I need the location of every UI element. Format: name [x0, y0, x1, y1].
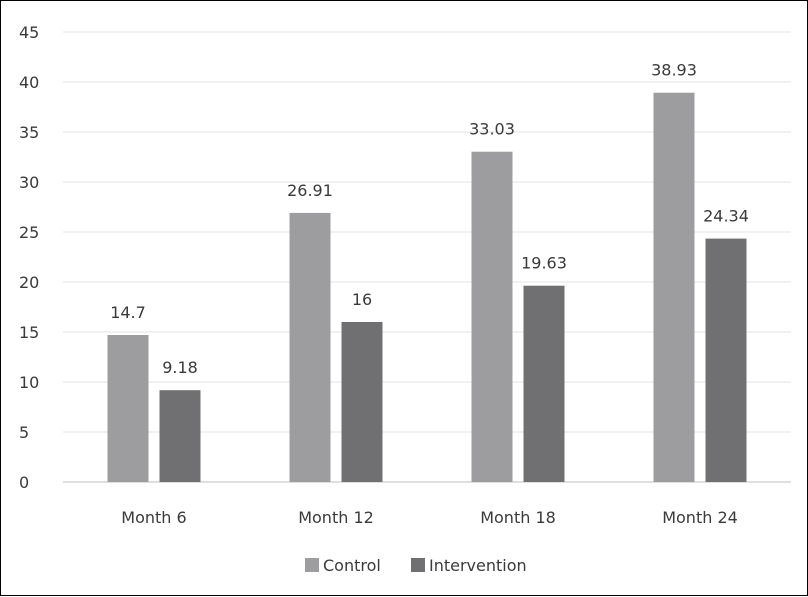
legend-label-intervention: Intervention — [429, 556, 527, 575]
y-tick-label: 5 — [19, 423, 29, 442]
y-tick-label: 40 — [19, 73, 39, 92]
bar-control-month-18 — [471, 151, 513, 482]
x-tick-label: Month 12 — [298, 508, 374, 527]
bar-control-month-12 — [289, 212, 331, 482]
bar-control-month-6 — [107, 335, 149, 482]
legend: Control Intervention — [305, 556, 527, 575]
y-tick-label: 35 — [19, 123, 39, 142]
bar-intervention-month-6 — [159, 390, 201, 482]
bars — [107, 92, 747, 482]
legend-label-control: Control — [323, 556, 381, 575]
data-label: 14.7 — [110, 303, 146, 322]
data-label: 24.34 — [703, 207, 749, 226]
x-tick-label: Month 6 — [121, 508, 186, 527]
bar-intervention-month-18 — [523, 285, 565, 482]
y-tick-label: 45 — [19, 23, 39, 42]
data-label: 9.18 — [162, 358, 198, 377]
bar-intervention-month-12 — [341, 322, 383, 482]
x-tick-label: Month 18 — [480, 508, 556, 527]
legend-swatch-intervention — [411, 558, 425, 572]
data-labels: 14.7 9.18 26.91 16 33.03 19.63 38.93 24.34 — [110, 61, 749, 378]
y-tick-label: 0 — [19, 473, 29, 492]
y-tick-label: 10 — [19, 373, 39, 392]
bar-control-month-24 — [653, 92, 695, 482]
data-label: 33.03 — [469, 120, 515, 139]
data-label: 16 — [352, 290, 372, 309]
data-label: 26.91 — [287, 181, 333, 200]
bar-intervention-month-24 — [705, 238, 747, 482]
y-tick-label: 30 — [19, 173, 39, 192]
x-axis-ticks: Month 6 Month 12 Month 18 Month 24 — [121, 508, 738, 527]
data-label: 19.63 — [521, 254, 567, 273]
legend-swatch-control — [305, 558, 319, 572]
x-tick-label: Month 24 — [662, 508, 738, 527]
data-label: 38.93 — [651, 61, 697, 80]
y-tick-label: 20 — [19, 273, 39, 292]
y-axis-ticks: 0 5 10 15 20 25 30 35 40 45 — [19, 23, 39, 492]
y-tick-label: 25 — [19, 223, 39, 242]
y-tick-label: 15 — [19, 323, 39, 342]
